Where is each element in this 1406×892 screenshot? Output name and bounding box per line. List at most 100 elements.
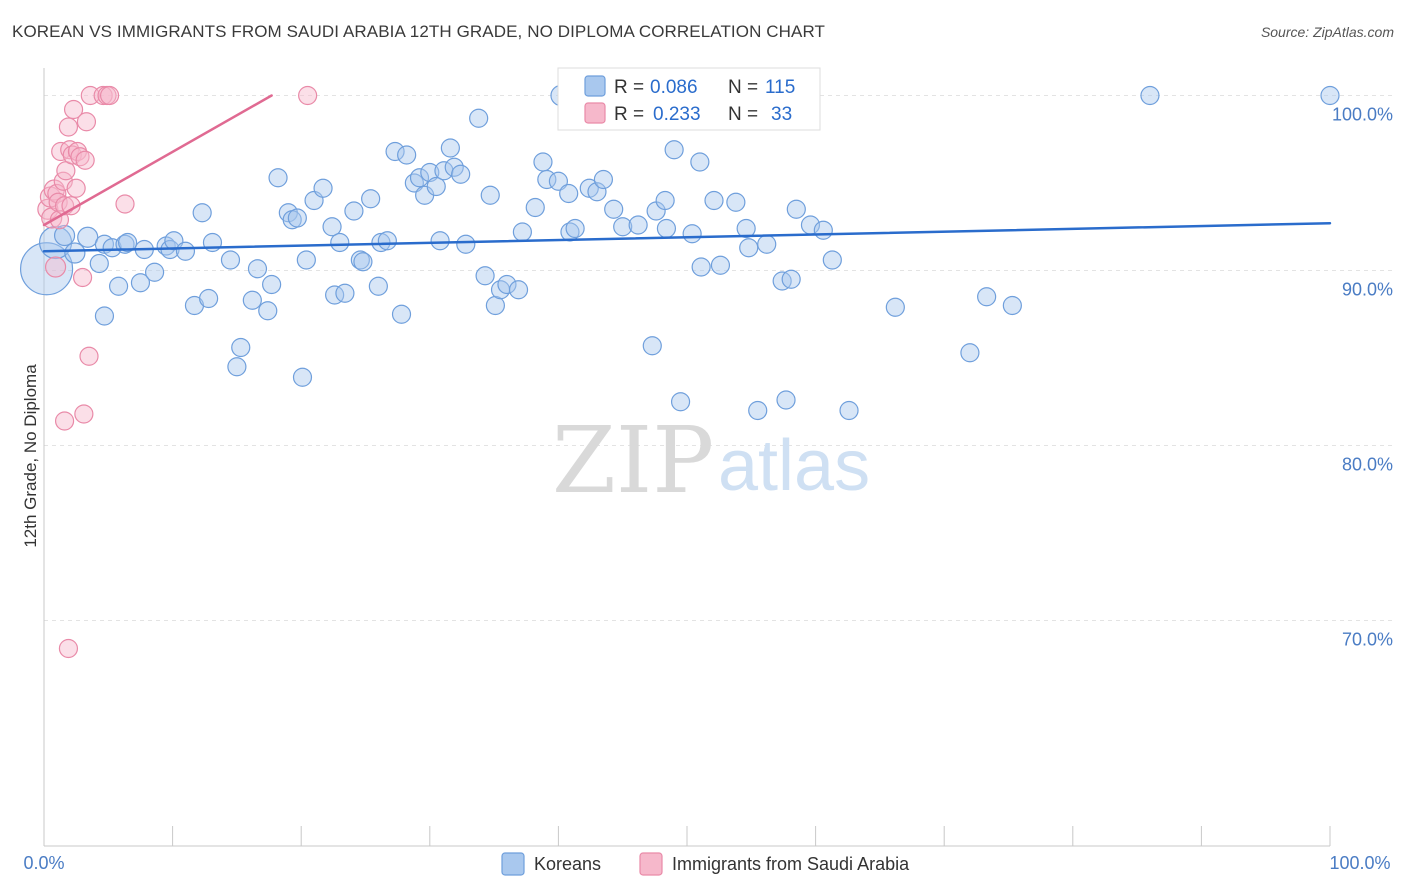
trend-lines xyxy=(42,94,1332,253)
korean-point-34 xyxy=(292,367,313,387)
korean-point-5 xyxy=(89,253,109,274)
saudi-point-32 xyxy=(115,194,135,214)
korean-point-107 xyxy=(839,400,859,421)
x-axis-ticks xyxy=(43,826,1331,846)
korean-point-109 xyxy=(960,343,980,363)
saudi-point-25 xyxy=(74,404,94,424)
korean-point-89 xyxy=(670,392,691,412)
korean-point-65 xyxy=(480,185,500,205)
korean-point-35 xyxy=(296,250,316,270)
saudi-point-17 xyxy=(66,178,86,198)
korean-point-61 xyxy=(451,164,471,184)
korean-point-20 xyxy=(192,203,212,223)
korean-point-18 xyxy=(175,241,196,261)
saudi-point-12 xyxy=(58,117,79,137)
korean-point-57 xyxy=(430,231,450,251)
korean-point-37 xyxy=(313,178,333,198)
chart-title: KOREAN VS IMMIGRANTS FROM SAUDI ARABIA 1… xyxy=(12,22,826,41)
korean-point-42 xyxy=(344,201,364,221)
korean-point-30 xyxy=(268,168,288,188)
korean-point-74 xyxy=(548,171,569,191)
korean-point-83 xyxy=(628,215,648,235)
korean-point-48 xyxy=(377,231,397,251)
korean-point-96 xyxy=(736,218,756,239)
korean-point-62 xyxy=(456,234,476,254)
saudi-point-19 xyxy=(70,147,90,167)
korean-point-52 xyxy=(404,173,424,193)
legend-r-label-1: R = xyxy=(614,77,644,98)
saudi-trend-line xyxy=(42,94,273,227)
korean-point-68 xyxy=(497,274,517,295)
legend-n-value-saudi: 33 xyxy=(771,104,792,125)
korean-point-49 xyxy=(385,141,405,162)
korean-point-29 xyxy=(262,274,282,295)
korean-point-75 xyxy=(559,183,579,204)
korean-point-71 xyxy=(525,197,545,218)
saudi-point-22 xyxy=(76,112,97,132)
korean-point-28 xyxy=(258,301,278,321)
stats-legend: R = 0.086 N = 115 R = 0.233 N = 33 xyxy=(557,67,821,131)
source-credit: Source: ZipAtlas.com xyxy=(1260,24,1394,40)
korean-point-98 xyxy=(748,400,768,421)
korean-point-25 xyxy=(231,337,251,358)
bottom-legend-swatch-koreans xyxy=(501,852,525,876)
korean-point-86 xyxy=(655,190,675,211)
saudi-point-31 xyxy=(298,85,318,106)
legend-r-label-2: R = xyxy=(614,104,644,125)
korean-point-27 xyxy=(247,259,268,279)
saudi-point-15 xyxy=(62,145,82,165)
korean-point-11 xyxy=(117,232,138,253)
saudi-point-13 xyxy=(60,140,80,160)
korean-point-92 xyxy=(691,257,711,277)
korean-point-99 xyxy=(757,234,777,254)
korean-point-9 xyxy=(108,276,129,296)
watermark-atlas: atlas xyxy=(718,426,870,506)
korean-point-108 xyxy=(885,297,905,317)
korean-point-3 xyxy=(64,242,86,264)
korean-point-80 xyxy=(593,169,614,190)
korean-point-24 xyxy=(227,357,247,377)
korean-point-4 xyxy=(77,226,99,248)
korean-point-26 xyxy=(242,290,262,310)
korean-point-0 xyxy=(19,242,74,296)
korean-point-56 xyxy=(426,176,446,197)
korean-point-51 xyxy=(397,145,417,165)
x-tick-label-min: 0.0% xyxy=(23,853,64,873)
y-tick-label-0: 100.0% xyxy=(1332,105,1393,125)
korean-point-82 xyxy=(613,217,633,237)
y-tick-labels: 100.0% 90.0% 80.0% 70.0% xyxy=(1332,105,1393,650)
korean-point-12 xyxy=(130,273,151,293)
korean-point-95 xyxy=(726,192,746,212)
scatter-points xyxy=(19,84,1340,659)
saudi-point-30 xyxy=(99,85,120,106)
saudi-point-26 xyxy=(58,638,79,659)
korean-point-38 xyxy=(322,217,342,237)
korean-point-79 xyxy=(587,182,607,202)
legend-r-value-koreans: 0.086 xyxy=(650,77,698,98)
legend-n-label-2: N = xyxy=(728,104,758,125)
korean-point-112 xyxy=(1140,85,1160,106)
korean-point-69 xyxy=(508,280,529,300)
korean-point-2 xyxy=(53,224,76,247)
korean-point-106 xyxy=(822,250,842,270)
korean-point-77 xyxy=(565,218,585,239)
korean-point-46 xyxy=(368,276,388,296)
korean-point-72 xyxy=(533,152,553,172)
y-axis-title: 12th Grade, No Diploma xyxy=(21,364,40,548)
korean-point-53 xyxy=(409,168,430,188)
korean-point-45 xyxy=(361,189,381,209)
bottom-legend-swatch-saudi xyxy=(639,852,663,876)
saudi-point-4 xyxy=(44,256,67,278)
korean-point-111 xyxy=(1002,295,1022,316)
korean-point-105 xyxy=(813,220,833,240)
legend-r-value-saudi: 0.233 xyxy=(653,104,701,125)
saudi-point-20 xyxy=(72,267,93,288)
korean-point-14 xyxy=(144,262,165,282)
korean-point-44 xyxy=(353,252,373,272)
korean-point-88 xyxy=(664,140,684,160)
korean-point-102 xyxy=(781,269,801,289)
bottom-legend-label-koreans: Koreans xyxy=(534,854,601,874)
x-tick-label-max: 100.0% xyxy=(1329,853,1390,873)
korean-point-97 xyxy=(739,238,759,258)
